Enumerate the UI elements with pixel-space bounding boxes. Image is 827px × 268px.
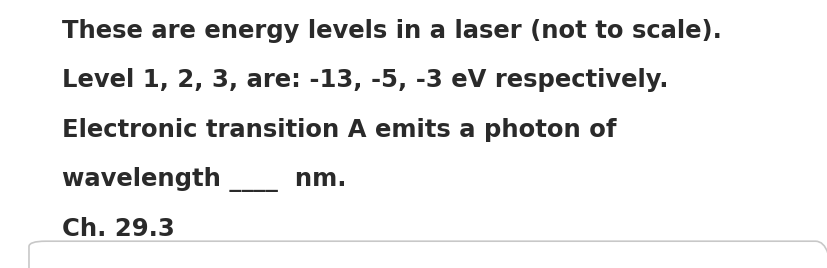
Text: Level 1, 2, 3, are: -13, -5, -3 eV respectively.: Level 1, 2, 3, are: -13, -5, -3 eV respe…	[62, 68, 667, 92]
Text: Electronic transition A emits a photon of: Electronic transition A emits a photon o…	[62, 118, 616, 142]
Text: These are energy levels in a laser (not to scale).: These are energy levels in a laser (not …	[62, 19, 721, 43]
Text: wavelength ____  nm.: wavelength ____ nm.	[62, 168, 347, 192]
Text: Ch. 29.3: Ch. 29.3	[62, 217, 174, 241]
